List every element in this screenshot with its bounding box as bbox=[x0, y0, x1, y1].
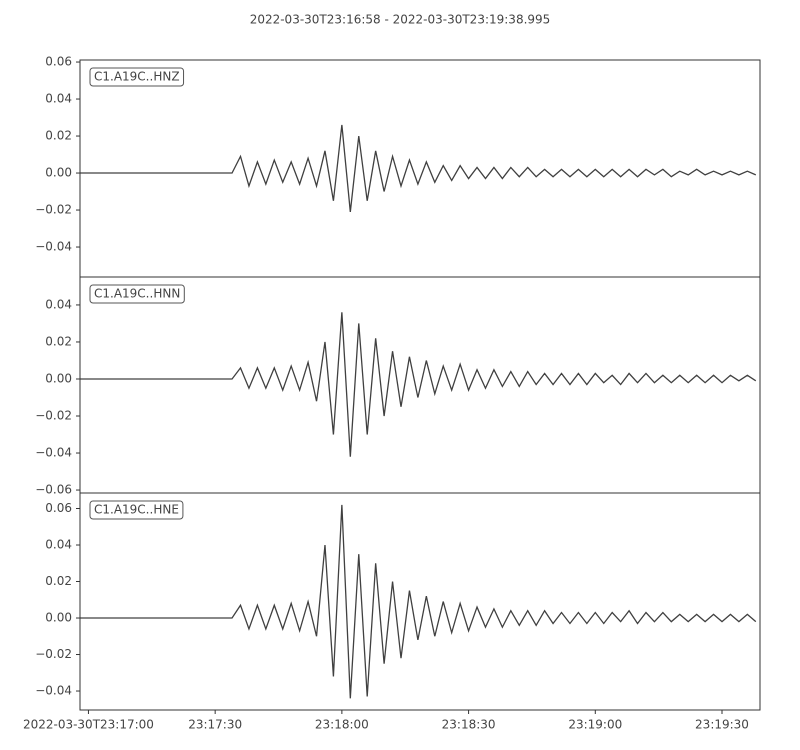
y-tick-label: 0.02 bbox=[45, 129, 72, 143]
x-tick-label: 2022-03-30T23:17:00 bbox=[23, 718, 154, 732]
y-tick-label: 0.00 bbox=[45, 371, 72, 385]
y-tick-label: 0.00 bbox=[45, 166, 72, 180]
x-tick-label: 23:19:30 bbox=[695, 718, 749, 732]
panel-frame bbox=[79, 59, 761, 278]
y-tick-label: 0.04 bbox=[45, 92, 72, 106]
trace-label-box bbox=[89, 284, 185, 304]
y-tick-label: 0.00 bbox=[45, 611, 72, 625]
trace-label: C1.A19C..HNE bbox=[94, 503, 179, 517]
y-tick-label: 0.06 bbox=[45, 501, 72, 515]
y-tick-label: −0.04 bbox=[35, 684, 72, 698]
y-tick-label: −0.02 bbox=[35, 409, 72, 423]
trace-label-box bbox=[89, 500, 184, 520]
y-tick-label: 0.06 bbox=[45, 55, 72, 69]
x-tick-label: 23:18:00 bbox=[315, 718, 369, 732]
trace-label: C1.A19C..HNZ bbox=[94, 70, 180, 84]
panel-frame bbox=[79, 492, 761, 711]
y-tick-label: 0.04 bbox=[45, 538, 72, 552]
x-tick-label: 23:19:00 bbox=[568, 718, 622, 732]
waveform bbox=[80, 312, 757, 457]
chart-title: 2022-03-30T23:16:58 - 2022-03-30T23:19:3… bbox=[250, 13, 551, 27]
trace-label: C1.A19C..HNN bbox=[94, 287, 180, 301]
y-tick-label: −0.04 bbox=[35, 240, 72, 254]
waveform bbox=[80, 504, 757, 699]
x-tick-label: 23:17:30 bbox=[188, 718, 242, 732]
y-tick-label: −0.02 bbox=[35, 203, 72, 217]
y-tick-label: 0.02 bbox=[45, 334, 72, 348]
trace-label-box bbox=[89, 67, 185, 87]
panel-frame bbox=[79, 276, 761, 494]
y-tick-label: 0.02 bbox=[45, 574, 72, 588]
y-tick-label: −0.02 bbox=[35, 647, 72, 661]
y-tick-label: −0.06 bbox=[35, 483, 72, 497]
y-tick-label: 0.04 bbox=[45, 297, 72, 311]
x-tick-label: 23:18:30 bbox=[442, 718, 496, 732]
waveform bbox=[80, 124, 757, 212]
y-tick-label: −0.04 bbox=[35, 446, 72, 460]
